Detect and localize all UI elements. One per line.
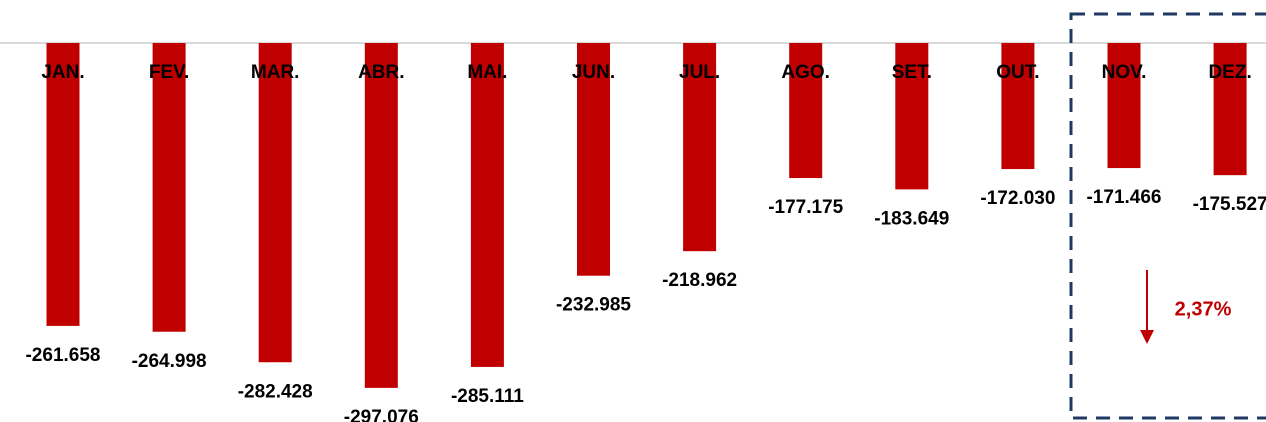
category-label: SET. bbox=[892, 62, 932, 83]
value-label: -282.428 bbox=[238, 381, 313, 402]
bar bbox=[683, 43, 717, 252]
bar bbox=[1107, 43, 1141, 169]
category-label: ABR. bbox=[358, 62, 404, 83]
category-label: OUT. bbox=[996, 62, 1039, 83]
value-label: -218.962 bbox=[662, 270, 737, 291]
bar bbox=[1001, 43, 1035, 170]
annotation: 2,37% bbox=[1175, 298, 1232, 320]
bar bbox=[152, 43, 186, 332]
bar bbox=[46, 43, 80, 326]
value-label: -172.030 bbox=[980, 188, 1055, 209]
bar bbox=[1213, 43, 1247, 176]
value-label: -297.076 bbox=[344, 407, 419, 422]
value-label: -183.649 bbox=[874, 208, 949, 229]
bar bbox=[895, 43, 929, 190]
value-label: -175.527 bbox=[1193, 194, 1266, 215]
value-label: -264.998 bbox=[132, 351, 207, 372]
category-label: MAR. bbox=[251, 62, 300, 83]
category-label: MAI. bbox=[467, 62, 507, 83]
value-label: -261.658 bbox=[25, 345, 100, 366]
category-label: JAN. bbox=[41, 62, 84, 83]
category-label: NOV. bbox=[1102, 62, 1147, 83]
category-label: JUL. bbox=[679, 62, 720, 83]
category-label: JUN. bbox=[572, 62, 615, 83]
highlight-box bbox=[1069, 12, 1266, 420]
value-label: -285.111 bbox=[451, 386, 524, 407]
value-label: -232.985 bbox=[556, 295, 631, 316]
bar bbox=[364, 43, 398, 388]
category-label: AGO. bbox=[781, 62, 830, 83]
bar bbox=[577, 43, 610, 276]
arrow-head bbox=[1140, 330, 1154, 344]
category-label: FEV. bbox=[149, 62, 190, 83]
value-label: -177.175 bbox=[768, 197, 843, 218]
bar bbox=[258, 43, 292, 363]
value-label: -171.466 bbox=[1086, 187, 1161, 208]
bar bbox=[789, 43, 823, 179]
bar bbox=[470, 43, 504, 367]
category-label: DEZ. bbox=[1208, 62, 1251, 83]
